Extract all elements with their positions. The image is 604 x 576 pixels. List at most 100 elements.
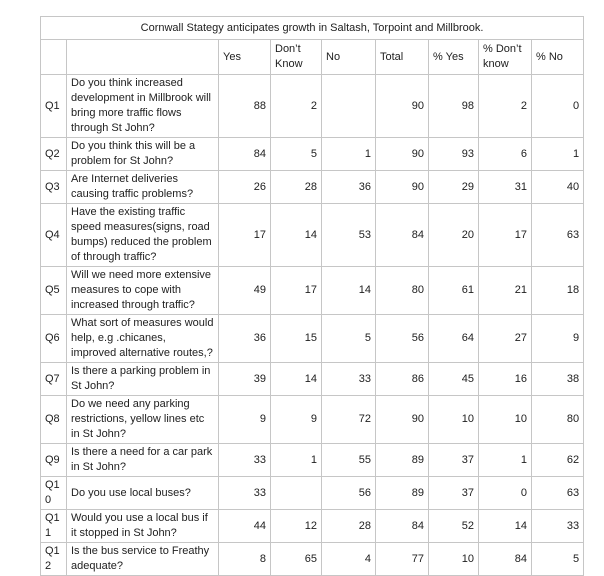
pct-no-cell: 18 [530,266,585,315]
pct-yes-cell: 64 [428,314,479,363]
row-label-cell: Q11 [40,509,67,543]
table-row: Q11 Would you use a local bus if it stopp… [40,509,585,543]
table-row: Q12 Is the bus service to Freathy adequat… [40,542,585,576]
pct-yes-cell: 52 [428,509,479,543]
question-cell: Do you use local buses? [66,476,219,510]
pct-dont-know-cell: 2 [478,74,532,138]
pct-yes-cell: 20 [428,203,479,267]
question-cell: Is the bus service to Freathy adequate? [66,542,219,576]
pct-yes-cell: 45 [428,362,479,396]
header-row: Yes Don’t Know No Total % Yes % Don’t kn… [40,39,585,75]
question-cell: Do you think increased development in Mi… [66,74,219,138]
pct-dont-know-cell: 31 [478,170,532,204]
yes-count-cell: 39 [218,362,271,396]
no-count-cell: 14 [321,266,376,315]
col-header-row-label [40,39,67,75]
pct-yes-cell: 98 [428,74,479,138]
pct-dont-know-cell: 0 [478,476,532,510]
col-header-pct-no: % No [530,39,585,75]
col-header-yes: Yes [218,39,271,75]
row-label-cell: Q12 [40,542,67,576]
table-title: Cornwall Stategy anticipates growth in S… [39,16,585,40]
title-row: Cornwall Stategy anticipates growth in S… [39,16,585,40]
pct-dont-know-cell: 10 [478,395,532,444]
pct-dont-know-cell: 27 [478,314,532,363]
table-row: Q2 Do you think this will be a problem fo… [40,137,585,171]
table-row: Q3 Are Internet deliveries causing traffi… [40,170,585,204]
pct-no-cell: 80 [530,395,585,444]
yes-count-cell: 17 [218,203,271,267]
yes-count-cell: 36 [218,314,271,363]
pct-no-cell: 38 [530,362,585,396]
question-cell: Would you use a local bus if it stopped … [66,509,219,543]
pct-no-cell: 0 [530,74,585,138]
table-row: Q10 Do you use local buses? 33 56 89 37 0 63 [40,476,585,510]
dont-know-count-cell: 65 [270,542,322,576]
total-count-cell: 90 [375,395,429,444]
yes-count-cell: 88 [218,74,271,138]
dont-know-count-cell: 12 [270,509,322,543]
pct-dont-know-cell: 1 [478,443,532,477]
question-cell: Do we need any parking restrictions, yel… [66,395,219,444]
row-label-cell: Q9 [40,443,67,477]
total-count-cell: 86 [375,362,429,396]
dont-know-count-cell: 14 [270,362,322,396]
yes-count-cell: 84 [218,137,271,171]
total-count-cell: 90 [375,170,429,204]
yes-count-cell: 33 [218,443,271,477]
pct-yes-cell: 29 [428,170,479,204]
total-count-cell: 80 [375,266,429,315]
table-row: Q9 Is there a need for a car park in St J… [40,443,585,477]
total-count-cell: 89 [375,476,429,510]
row-label-cell: Q8 [40,395,67,444]
pct-no-cell: 40 [530,170,585,204]
total-count-cell: 56 [375,314,429,363]
question-cell: Is there a need for a car park in St Joh… [66,443,219,477]
pct-dont-know-cell: 6 [478,137,532,171]
pct-yes-cell: 61 [428,266,479,315]
col-header-pct-dont-know: % Don’t know [478,39,532,75]
dont-know-count-cell: 9 [270,395,322,444]
no-count-cell: 56 [321,476,376,510]
row-label-cell: Q7 [40,362,67,396]
col-header-pct-yes: % Yes [428,39,479,75]
pct-no-cell: 63 [530,203,585,267]
row-label-cell: Q5 [40,266,67,315]
table-row: Q8 Do we need any parking restrictions, y… [40,395,585,444]
row-label-cell: Q3 [40,170,67,204]
col-header-total: Total [375,39,429,75]
dont-know-count-cell [270,476,322,510]
pct-no-cell: 63 [530,476,585,510]
question-cell: Have the existing traffic speed measures… [66,203,219,267]
question-cell: Is there a parking problem in St John? [66,362,219,396]
dont-know-count-cell: 17 [270,266,322,315]
total-count-cell: 90 [375,74,429,138]
row-label-cell: Q2 [40,137,67,171]
dont-know-count-cell: 28 [270,170,322,204]
total-count-cell: 77 [375,542,429,576]
pct-yes-cell: 37 [428,476,479,510]
no-count-cell: 53 [321,203,376,267]
col-header-dont-know: Don’t Know [270,39,322,75]
dont-know-count-cell: 5 [270,137,322,171]
question-cell: What sort of measures would help, e.g .c… [66,314,219,363]
pct-no-cell: 9 [530,314,585,363]
pct-no-cell: 5 [530,542,585,576]
no-count-cell: 5 [321,314,376,363]
row-label-cell: Q6 [40,314,67,363]
pct-no-cell: 33 [530,509,585,543]
no-count-cell: 1 [321,137,376,171]
no-count-cell [321,74,376,138]
pct-dont-know-cell: 14 [478,509,532,543]
yes-count-cell: 8 [218,542,271,576]
dont-know-count-cell: 15 [270,314,322,363]
total-count-cell: 90 [375,137,429,171]
survey-table: Cornwall Stategy anticipates growth in S… [39,16,585,576]
pct-dont-know-cell: 17 [478,203,532,267]
yes-count-cell: 33 [218,476,271,510]
pct-yes-cell: 93 [428,137,479,171]
question-cell: Do you think this will be a problem for … [66,137,219,171]
pct-dont-know-cell: 21 [478,266,532,315]
row-label-cell: Q1 [40,74,67,138]
dont-know-count-cell: 1 [270,443,322,477]
